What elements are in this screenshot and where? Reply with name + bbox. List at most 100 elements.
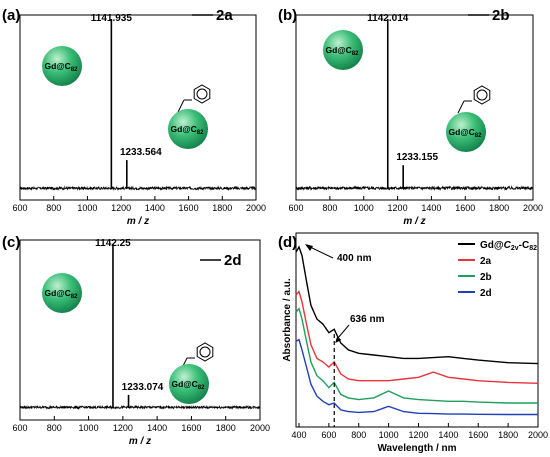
x-tick-label: 1200 [388,203,408,213]
x-tick-label: 2000 [250,423,270,433]
annotation-arrow [307,245,334,259]
x-tick-label: 1400 [421,203,441,213]
series-tag: 2b [492,7,510,24]
spectrum-baseline [19,185,257,192]
fullerene-label: Gd@C82 [45,61,79,73]
fullerene-label: Gd@C82 [45,288,79,300]
fullerene-label-main: Gd@C [449,127,475,137]
x-tick-label: 600 [12,203,27,213]
fullerene-label-subscript: 82 [197,130,204,136]
x-tick-label: 1400 [438,430,458,440]
legend-label-part: 82 [529,245,537,252]
series-line [295,307,538,404]
x-axis-label: Wavelength / nm [377,443,456,454]
series-tag: 2a [216,7,233,24]
x-tick-label: 1200 [111,203,131,213]
legend-label: 2a [480,256,492,267]
panel-label: (c) [2,234,20,251]
x-tick-label: 1600 [455,203,475,213]
fullerene-label-main: Gd@C [326,45,352,55]
legend-label: 2b [480,272,492,283]
legend-label-part: Gd@ [480,240,504,251]
fullerene-label: Gd@C82 [172,379,206,391]
fullerene-label-subscript: 82 [352,51,359,57]
ms-panel: (a) 600 800 1000 1200 1400 1600 1800 2000 m / z 11… [2,7,266,227]
x-tick-label: 1800 [498,430,518,440]
fullerene-label-subscript: 82 [475,133,482,139]
y-axis-label: Absorbance / a.u. [282,278,293,362]
fullerene-label-main: Gd@C [172,379,198,389]
x-tick-label: 800 [322,203,337,213]
plot-frame [19,14,257,201]
peak-label: 1233.564 [120,147,162,158]
peak-label: 1142.25 [95,238,131,249]
x-axis-label: m / z [129,436,151,447]
benzene-ring [193,84,211,104]
x-tick-label: 2000 [523,203,543,213]
benzyl-group-icon [457,85,491,114]
x-tick-label: 800 [351,430,366,440]
x-axis-label: m / z [403,216,425,227]
benzene-ring [473,85,491,105]
peak-label: 1233.074 [122,382,164,393]
x-tick-label: 2000 [528,430,548,440]
peak-label: 1141.935 [91,13,133,24]
x-tick-label: 600 [288,203,303,213]
fullerene-label-main: Gd@C [171,124,197,134]
fullerene-ball: Gd@C82 [169,364,209,404]
panel-label: (d) [278,234,297,251]
x-tick-label: 1600 [179,203,199,213]
legend-label-part: C [504,240,512,251]
x-tick-label: 1000 [79,423,99,433]
benzene-inner-ring [476,89,488,101]
fullerene-label-main: Gd@C [45,288,71,298]
arrow-head-icon [305,244,313,251]
fullerene-ball: Gd@C82 [42,46,82,86]
series-line [295,338,538,416]
x-tick-label: 600 [12,423,27,433]
x-tick-label: 1800 [216,423,236,433]
ms-panel: (c) 600 800 1000 1200 1400 1600 1800 2000 m / z 11… [2,234,270,447]
panel-label: (b) [278,7,297,24]
x-tick-label: 1600 [468,430,488,440]
x-tick-label: 1800 [212,203,232,213]
x-tick-label: 1200 [113,423,133,433]
fullerene-ball: Gd@C82 [168,109,208,149]
fullerene-ball: Gd@C82 [446,112,486,152]
legend-label: 2d [480,288,492,299]
benzyl-bond [177,99,185,113]
benzyl-bond [457,100,465,114]
fullerene-label-subscript: 82 [71,294,78,300]
arrow-head-icon [335,336,342,343]
spectrum-baseline [19,404,261,410]
fullerene-label: Gd@C82 [171,124,205,136]
annotation-label: 636 nm [350,314,385,325]
benzene-inner-ring [196,88,208,100]
annotation-label: 400 nm [337,253,372,264]
fullerene-ball: Gd@C82 [323,30,363,70]
x-tick-label: 400 [291,430,306,440]
series-line [295,245,539,365]
legend-label-part: 2v [511,245,519,252]
fullerene-sphere [168,109,208,149]
plot-frame [295,232,539,428]
x-tick-label: 1600 [181,423,201,433]
x-tick-label: 1800 [489,203,509,213]
peak-label: 1233.155 [396,152,438,163]
x-tick-label: 1000 [379,430,399,440]
series-line [295,290,539,384]
fullerene-label-main: Gd@C [45,61,71,71]
fullerene-label: Gd@C82 [326,45,360,57]
x-axis-label: m / z [127,216,149,227]
fullerene-sphere [169,364,209,404]
fullerene-sphere [42,273,82,313]
x-tick-label: 1200 [408,430,428,440]
fullerene-label-subscript: 82 [198,385,205,391]
x-tick-label: 800 [46,203,61,213]
benzene-inner-ring [199,346,211,358]
x-tick-label: 600 [321,430,336,440]
legend-label: Gd@C2v-C82 [480,240,537,252]
legend: Gd@C2v-C82 2a 2b 2d [458,240,537,299]
plot-frame [19,239,261,421]
